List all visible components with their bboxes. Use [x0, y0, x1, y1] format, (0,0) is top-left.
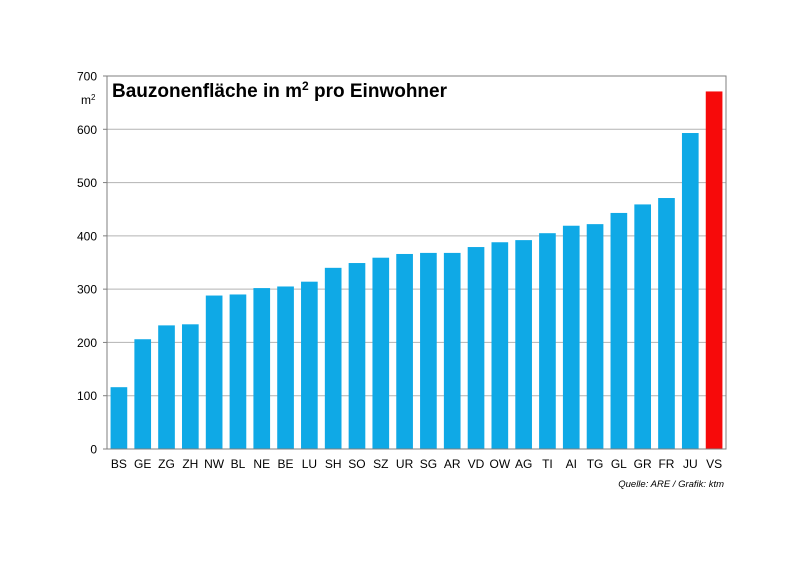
x-tick-label-ge: GE [134, 457, 151, 471]
bar-so [348, 263, 366, 449]
bar-ag [515, 240, 532, 449]
bar-zg [158, 325, 175, 449]
x-tick-label-ju: JU [683, 457, 698, 471]
x-tick-label-zh: ZH [182, 457, 198, 471]
bar-ge [134, 339, 152, 449]
x-axis-tick-labels: BS GE ZG ZH NW BL NE BE LU SH SO SZ UR SG AR VD OW AG TI AI… [111, 457, 722, 471]
x-tick-label-ar: AR [444, 457, 461, 471]
bar-bl [229, 294, 247, 449]
bar-ar [443, 252, 461, 449]
x-tick-label-sg: SG [420, 457, 437, 471]
y-tick-label-0: 0 [90, 443, 97, 457]
bar-sg [420, 252, 437, 449]
y-tick-label-100: 100 [77, 389, 97, 403]
x-tick-label-gl: GL [611, 457, 627, 471]
x-tick-label-nw: NW [204, 457, 225, 471]
x-tick-label-vs: VS [706, 457, 722, 471]
x-tick-label-ow: OW [489, 457, 510, 471]
y-tick-label-500: 500 [77, 176, 97, 190]
bars [110, 91, 723, 450]
bar-sh [324, 267, 342, 449]
y-tick-label-600: 600 [77, 123, 97, 137]
x-tick-label-tg: TG [587, 457, 604, 471]
y-tick-label-300: 300 [77, 283, 97, 297]
bar-ju [681, 133, 699, 449]
bar-sz [372, 257, 390, 449]
y-axis-tick-labels: 0 100 200 300 400 500 600 700 [77, 70, 107, 457]
x-tick-label-so: SO [348, 457, 365, 471]
x-tick-label-vd: VD [468, 457, 485, 471]
bar-zh [181, 324, 199, 449]
bar-fr [658, 198, 675, 449]
bar-vs [705, 91, 723, 450]
bar-gr [634, 204, 652, 449]
x-tick-label-sh: SH [325, 457, 342, 471]
bar-ti [539, 233, 556, 449]
gridlines [107, 128, 726, 397]
source-note: Quelle: ARE / Grafik: ktm [618, 479, 724, 490]
plot-frame [106, 75, 727, 450]
bar-ai [562, 225, 580, 449]
x-tick-label-gr: GR [634, 457, 652, 471]
bar-ow [491, 242, 509, 449]
y-tick-label-200: 200 [77, 336, 97, 350]
x-tick-label-bs: BS [111, 457, 127, 471]
x-tick-label-be: BE [278, 457, 294, 471]
x-tick-label-ag: AG [515, 457, 532, 471]
x-tick-label-sz: SZ [373, 457, 388, 471]
x-tick-label-ai: AI [566, 457, 577, 471]
bar-nw [205, 295, 223, 449]
bar-ur [396, 253, 413, 449]
x-tick-label-zg: ZG [158, 457, 175, 471]
bar-tg [586, 224, 604, 449]
chart-title: Bauzonenfläche in m2 pro Einwohner [112, 79, 448, 102]
x-tick-label-lu: LU [302, 457, 317, 471]
bar-gl [610, 212, 628, 449]
x-tick-label-fr: FR [658, 457, 674, 471]
y-tick-label-400: 400 [77, 229, 97, 243]
y-axis-unit: m2 [81, 93, 96, 108]
bar-lu [301, 281, 318, 449]
x-tick-label-ti: TI [542, 457, 553, 471]
bar-ne [253, 288, 271, 449]
x-tick-label-ur: UR [396, 457, 414, 471]
bar-be [277, 286, 294, 449]
x-tick-label-ne: NE [253, 457, 270, 471]
y-tick-label-700: 700 [77, 70, 97, 84]
bar-vd [467, 247, 485, 449]
bar-bs [110, 387, 128, 449]
x-tick-label-bl: BL [231, 457, 246, 471]
